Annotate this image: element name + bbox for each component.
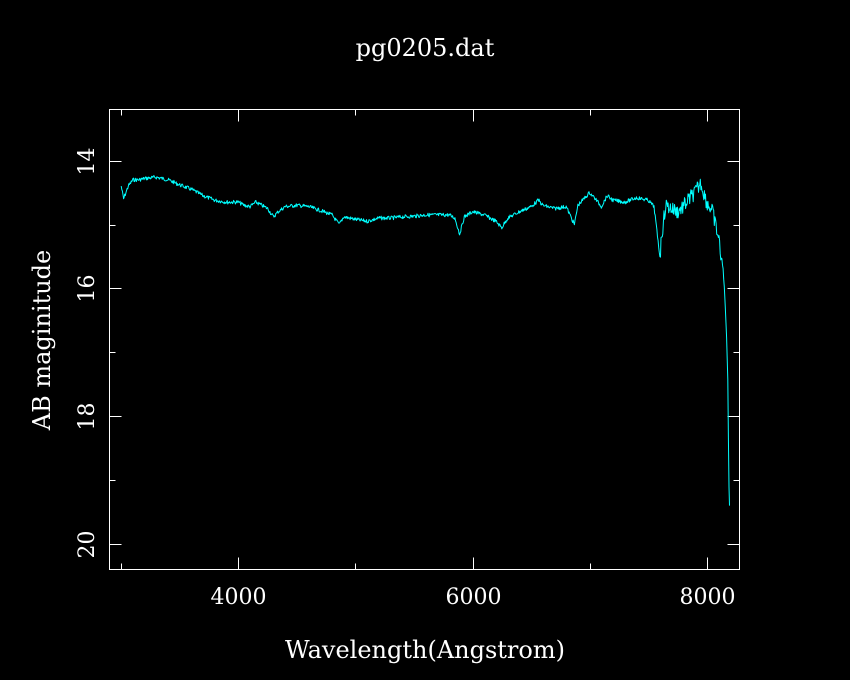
chart-title: pg0205.dat (356, 34, 495, 62)
spectrum-series-line (120, 175, 730, 506)
series-layer (120, 175, 730, 506)
y-axis-label: AB maginitude (28, 250, 56, 432)
x-tick-label: 6000 (446, 585, 502, 610)
y-tick-label: 14 (75, 148, 100, 176)
axis-ticks (109, 109, 740, 570)
y-tick-label: 20 (75, 531, 100, 559)
x-tick-label: 4000 (211, 585, 267, 610)
x-axis-label: Wavelength(Angstrom) (285, 636, 565, 664)
y-tick-label: 16 (75, 275, 100, 303)
y-tick-label: 18 (75, 403, 100, 431)
x-tick-label: 8000 (680, 585, 736, 610)
axis-tick-labels: 4000 6000 8000 14 16 18 20 (75, 148, 736, 611)
plot-frame (109, 109, 740, 570)
